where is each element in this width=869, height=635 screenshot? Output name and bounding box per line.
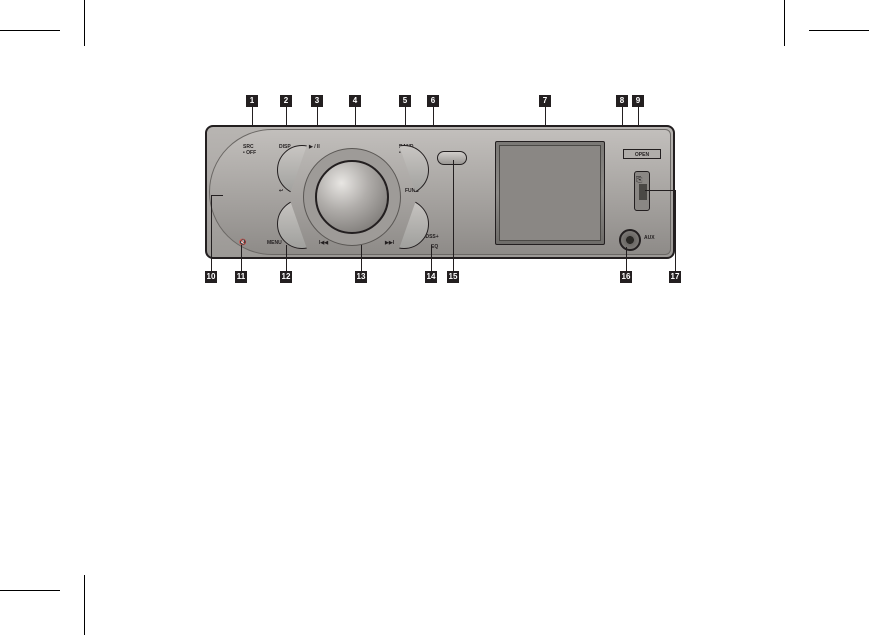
callout-4: 4 — [349, 95, 361, 107]
callout-5: 5 — [399, 95, 411, 107]
crop-mark — [0, 590, 60, 591]
aux-jack — [619, 229, 641, 251]
callout-line — [645, 190, 675, 191]
open-button: OPEN — [623, 149, 661, 159]
open-label: OPEN — [624, 150, 660, 160]
callout-8: 8 — [616, 95, 628, 107]
callout-line — [211, 195, 212, 271]
crop-mark — [784, 0, 785, 46]
aux-label: AUX — [644, 235, 655, 241]
callout-2: 2 — [280, 95, 292, 107]
prev-label: I◀◀ — [319, 241, 328, 247]
volume-knob — [315, 160, 389, 234]
eq-label: EQ — [431, 245, 438, 251]
release-button — [213, 177, 237, 211]
usb-icon: ⎘ — [636, 175, 642, 185]
callout-line — [453, 160, 454, 271]
callout-1: 1 — [246, 95, 258, 107]
display-inner — [499, 145, 601, 241]
callout-line — [286, 245, 287, 271]
callout-line — [361, 245, 362, 271]
callout-14: 14 — [425, 271, 437, 283]
callout-11: 11 — [235, 271, 247, 283]
oval-button — [437, 151, 467, 165]
callout-13: 13 — [355, 271, 367, 283]
src-off-label: SRC• OFF — [243, 145, 256, 156]
usb-slot — [639, 184, 647, 200]
crop-mark — [0, 30, 60, 31]
callout-7: 7 — [539, 95, 551, 107]
play-pause-label: ▶ / II — [309, 145, 320, 151]
callout-line — [211, 195, 223, 196]
crop-mark — [809, 30, 869, 31]
callout-10: 10 — [205, 271, 217, 283]
callout-line — [431, 245, 432, 271]
callout-3: 3 — [311, 95, 323, 107]
callout-line — [241, 245, 242, 271]
callout-12: 12 — [280, 271, 292, 283]
callout-16: 16 — [620, 271, 632, 283]
back-label: ↩ — [279, 189, 283, 195]
crop-mark — [84, 0, 85, 46]
next-label: ▶▶I — [385, 241, 394, 247]
crop-mark — [84, 575, 85, 635]
callout-9: 9 — [632, 95, 644, 107]
stereo-faceplate: SRC• OFF DISP ▶ / II BAND• TA FUNC ↩ MEN… — [205, 125, 675, 259]
lcd-display — [495, 141, 605, 245]
callout-15: 15 — [447, 271, 459, 283]
callout-line — [626, 247, 627, 271]
callout-6: 6 — [427, 95, 439, 107]
callout-line — [675, 190, 676, 271]
callout-17: 17 — [669, 271, 681, 283]
menu-label: MENU — [267, 241, 282, 247]
